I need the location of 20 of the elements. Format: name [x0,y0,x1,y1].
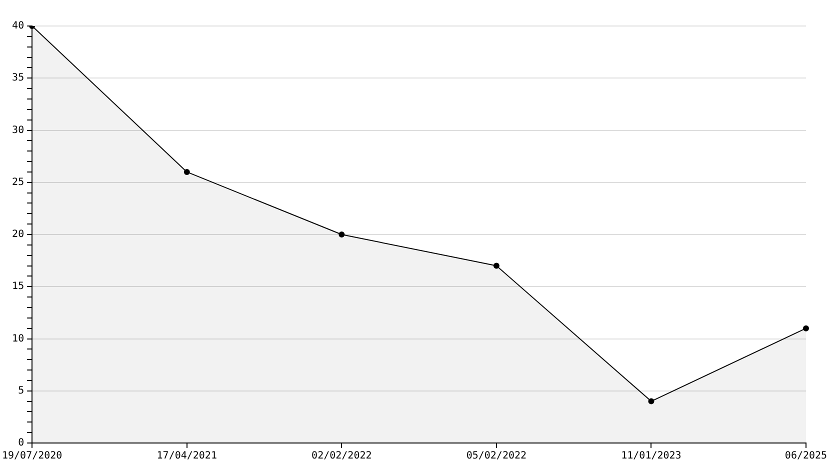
x-tick-label: 05/02/2022 [466,450,527,462]
x-tick-label: 19/07/2020 [2,450,62,462]
y-tick-label: 25 [12,176,24,188]
point [338,232,345,238]
point [184,168,190,175]
y-tick-label: 5 [18,385,24,396]
x-tick-label: 11/01/2023 [621,450,682,462]
point [648,398,654,404]
x-tick-label: 06/2025 [784,450,828,462]
y-tick-label: 40 [12,20,24,32]
y-tick-label: 0 [18,438,24,449]
x-tick-label: 02/02/2022 [312,450,372,462]
y-tick-label: 35 [12,72,24,84]
y-tick-label: 15 [12,281,24,292]
y-tick-label: 20 [12,229,24,240]
point [493,262,500,269]
y-tick-label: 30 [12,124,24,136]
point [803,325,809,332]
x-tick-label: 17/04/2021 [156,450,217,462]
y-tick-label: 10 [12,333,24,344]
